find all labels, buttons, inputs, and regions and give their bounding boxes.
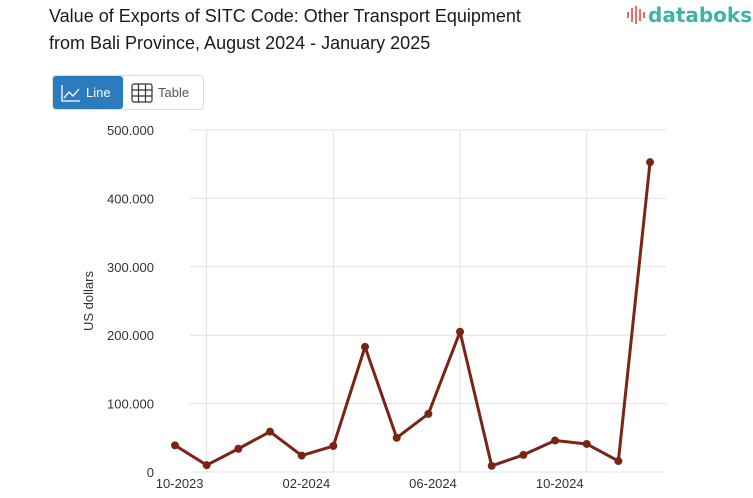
table-view-button[interactable]: Table <box>123 76 197 109</box>
y-tick-label: 300.000 <box>107 260 154 275</box>
data-point[interactable] <box>297 451 306 460</box>
data-point[interactable] <box>646 158 655 167</box>
logo-text: databoks <box>648 3 753 27</box>
y-axis-title: US dollars <box>81 271 96 331</box>
data-point[interactable] <box>171 441 179 450</box>
y-tick-label: 0 <box>147 465 154 480</box>
data-point[interactable] <box>456 327 465 336</box>
line-view-label: Line <box>86 85 111 100</box>
data-point[interactable] <box>424 409 433 418</box>
data-point[interactable] <box>361 342 370 351</box>
y-tick-label: 100.000 <box>107 397 154 412</box>
data-point[interactable] <box>329 442 338 451</box>
table-grid-icon <box>131 82 153 103</box>
x-tick-label: 10-2024 <box>536 476 584 491</box>
databoks-logo: databoks <box>626 3 752 27</box>
data-point[interactable] <box>551 436 560 445</box>
x-tick-label: 06-2024 <box>409 476 457 491</box>
view-toggle: Line Table <box>52 75 204 110</box>
data-point[interactable] <box>582 439 591 448</box>
data-point[interactable] <box>614 457 623 466</box>
chart-title-line1: Value of Exports of SITC Code: Other Tra… <box>49 6 521 26</box>
series-line <box>174 161 652 468</box>
data-point[interactable] <box>519 450 528 459</box>
line-chart-icon <box>61 84 80 102</box>
y-tick-label: 200.000 <box>107 328 154 343</box>
line-view-button[interactable]: Line <box>53 76 123 109</box>
y-tick-label: 500.000 <box>107 123 154 138</box>
x-tick-label: 02-2024 <box>282 476 330 491</box>
data-point[interactable] <box>202 461 211 470</box>
chart-title-line2: from Bali Province, August 2024 - Januar… <box>49 33 431 53</box>
y-tick-label: 400.000 <box>107 191 154 206</box>
chart-title: Value of Exports of SITC Code: Other Tra… <box>49 3 521 57</box>
data-point[interactable] <box>392 433 401 442</box>
logo-bars-icon <box>627 6 645 24</box>
data-point[interactable] <box>487 461 496 470</box>
table-view-label: Table <box>158 85 190 100</box>
data-point[interactable] <box>234 444 243 453</box>
data-point[interactable] <box>266 427 275 436</box>
x-tick-label: 10-2023 <box>156 476 204 491</box>
